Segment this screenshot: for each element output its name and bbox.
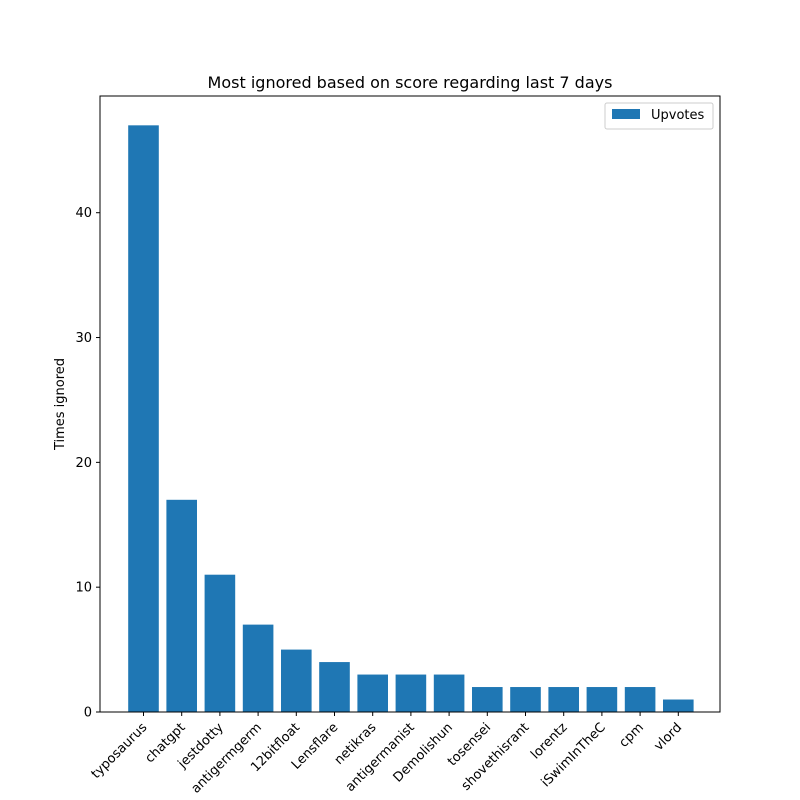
y-tick-label: 20: [75, 456, 92, 471]
bar-chatgpt: [166, 499, 197, 712]
legend: Upvotes: [604, 102, 714, 130]
plot-frame: [99, 95, 721, 713]
bar-typosaurus: [128, 125, 159, 712]
y-tick-label: 10: [75, 581, 92, 596]
legend-label: Upvotes: [651, 108, 705, 123]
y-axis: 0 10 20 30 40: [75, 206, 100, 721]
bar-vlord: [663, 699, 694, 712]
y-tick-label: 0: [84, 706, 92, 721]
bar-tosensei: [472, 687, 503, 712]
bar-netikras: [357, 674, 388, 712]
bar-Lensflare: [319, 662, 350, 712]
y-tick-label: 30: [75, 331, 92, 346]
legend-swatch: [612, 109, 640, 119]
bar-Demolishun: [433, 674, 465, 712]
bar-antigermgerm: [242, 624, 274, 712]
bar-cpm: [624, 687, 656, 712]
bar-iSwimInTheC: [586, 687, 618, 712]
bar-12bitfloat: [281, 649, 312, 712]
bars-layer: [128, 125, 694, 712]
bar-jestdotty: [204, 574, 236, 712]
bar-shovethisrant: [510, 687, 541, 712]
y-tick-label: 40: [75, 206, 92, 221]
y-axis-label: Times ignored: [53, 358, 68, 451]
chart-title: Most ignored based on score regarding la…: [208, 73, 613, 92]
bar-antigermanist: [395, 674, 427, 712]
bar-lorentz: [548, 687, 579, 712]
